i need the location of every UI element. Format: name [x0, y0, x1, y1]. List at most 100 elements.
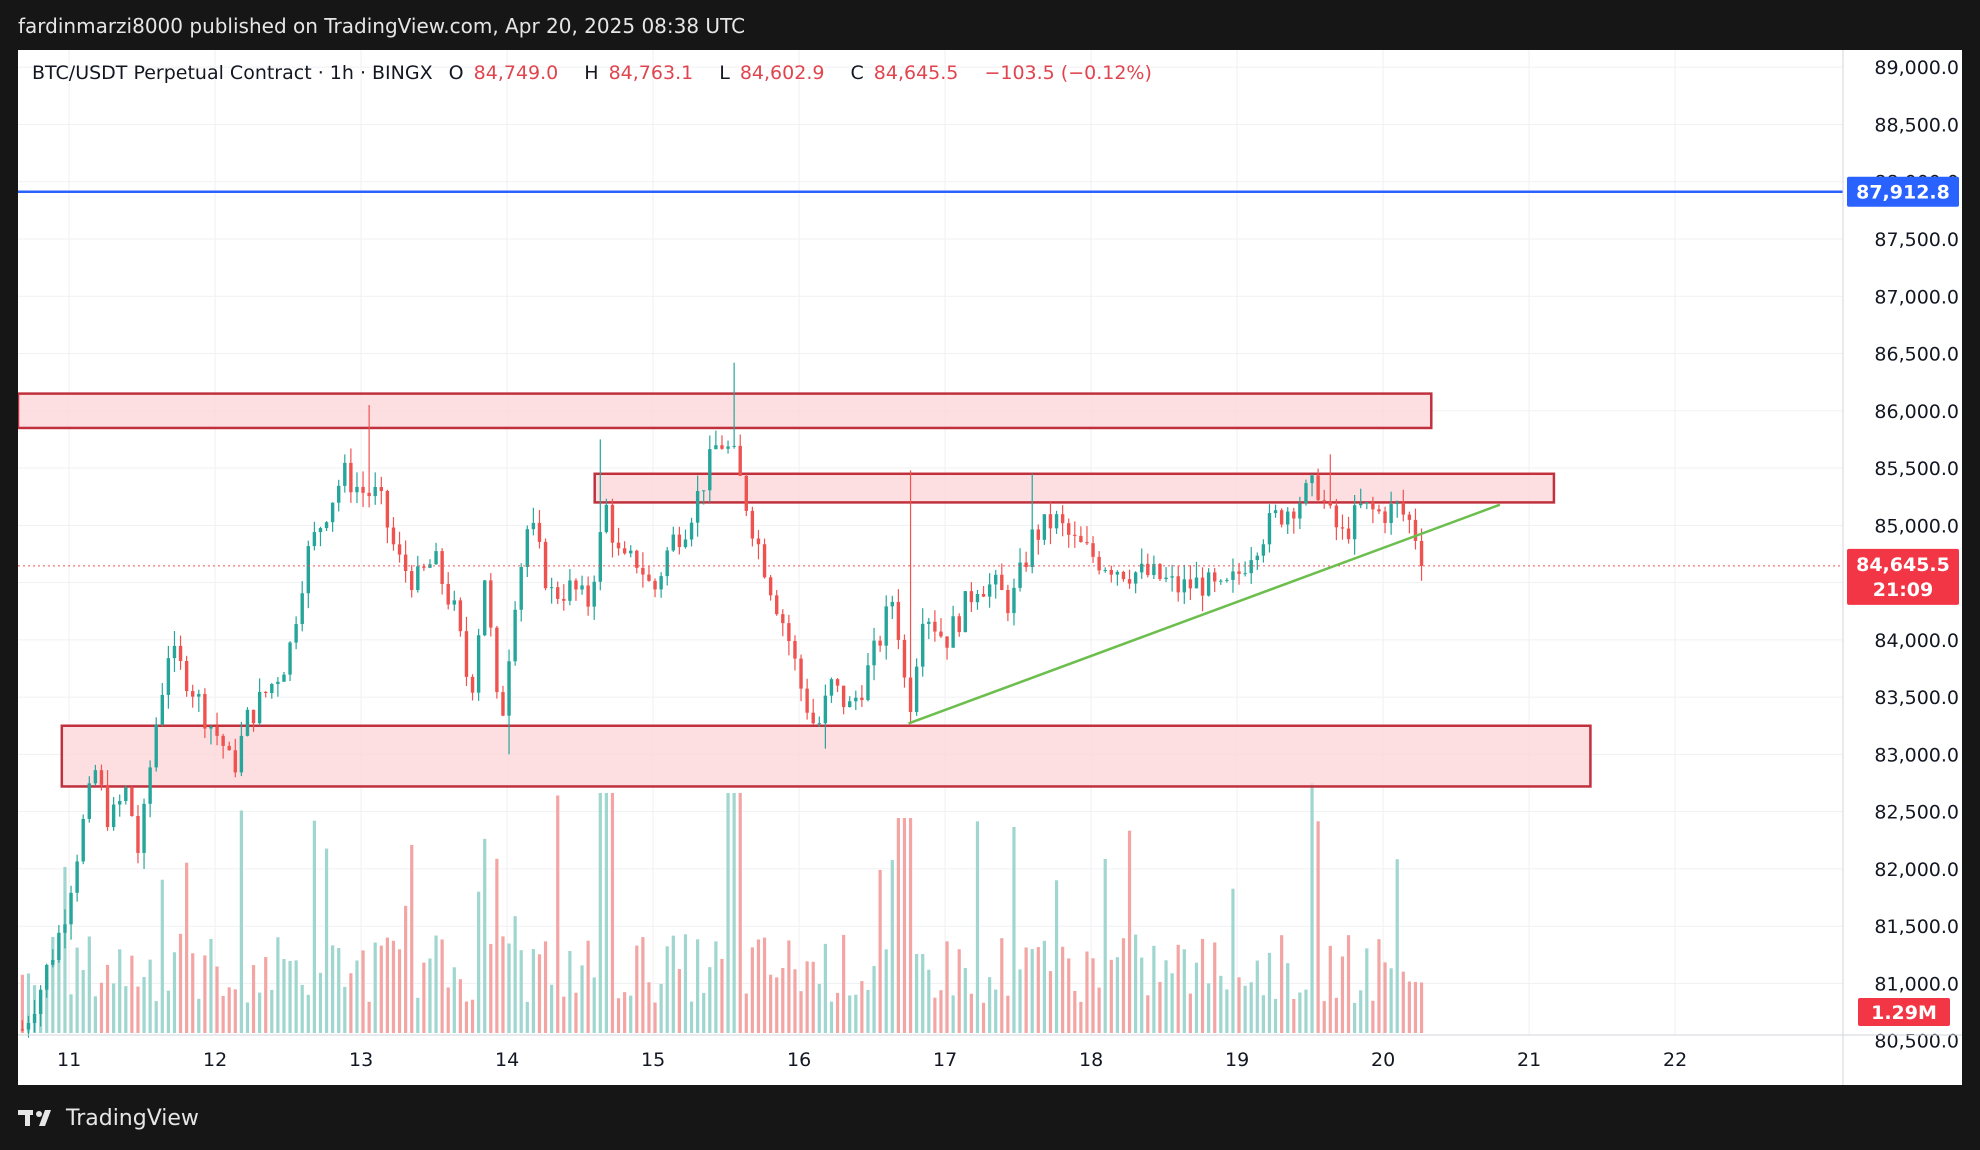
volume-bar — [483, 838, 487, 1033]
candle-body — [330, 502, 335, 523]
volume-bar — [1292, 998, 1296, 1033]
candle-body — [288, 642, 292, 675]
candle-body — [239, 735, 244, 773]
candle-body — [549, 587, 554, 589]
volume-bar — [531, 949, 535, 1033]
price-chart[interactable]: 89,000.088,500.088,000.087,500.087,000.0… — [18, 50, 1962, 1085]
volume-bar — [951, 995, 955, 1033]
candle-body — [525, 529, 529, 567]
candle-body — [750, 510, 755, 539]
volume-bar — [616, 998, 621, 1033]
volume-bar — [1134, 934, 1138, 1033]
volume-bar — [537, 954, 542, 1033]
price-tick-label: 88,500.0 — [1874, 114, 1959, 136]
volume-bar — [1176, 944, 1180, 1033]
time-tick-label: 14 — [495, 1049, 519, 1071]
volume-bar — [1152, 945, 1156, 1033]
volume-bar — [805, 961, 809, 1033]
volume-bar — [750, 947, 754, 1033]
volume-bar — [653, 1002, 657, 1033]
volume-bar — [708, 967, 712, 1033]
candle-body — [1200, 577, 1205, 596]
candle-body — [994, 574, 998, 585]
candle-body — [81, 818, 85, 862]
candle-body — [1340, 527, 1345, 529]
candle-body — [367, 492, 371, 497]
volume-bar — [1054, 880, 1059, 1033]
volume-bar — [81, 970, 85, 1033]
candle-body — [203, 693, 207, 729]
time-axis[interactable]: 11 12 13 14 15 16 17 18 19 20 21 22 — [18, 1034, 1962, 1071]
volume-bar — [324, 848, 329, 1033]
candle-body — [32, 1013, 37, 1023]
candle-body — [349, 462, 353, 493]
price-tick-label: 87,000.0 — [1874, 286, 1959, 308]
published-text: fardinmarzi8000 published on TradingView… — [18, 14, 746, 38]
candle-body — [817, 723, 821, 725]
candle-body — [1188, 579, 1193, 589]
candle-body — [1413, 519, 1418, 541]
volume-bar — [848, 995, 852, 1033]
volume-bar — [1243, 985, 1247, 1033]
time-tick-label: 19 — [1225, 1049, 1249, 1071]
candle-body — [178, 645, 183, 661]
candle-body — [641, 567, 645, 575]
volume-bar — [1365, 948, 1369, 1033]
volume-bar — [1237, 977, 1241, 1033]
candle-body — [1383, 511, 1387, 523]
volume-bar — [647, 982, 651, 1033]
candle-body — [38, 989, 43, 1014]
volume-bar — [635, 945, 639, 1033]
candle-body — [318, 528, 323, 533]
volume-bar — [939, 990, 943, 1033]
candle-body — [835, 679, 840, 686]
candle-body — [1377, 509, 1381, 512]
volume-bar — [1377, 939, 1381, 1033]
volume-bar — [933, 997, 937, 1033]
volume-bar — [434, 935, 438, 1033]
trend-line — [908, 503, 1501, 725]
volume-bar — [1280, 935, 1284, 1033]
candle-body — [689, 522, 694, 540]
candle-body — [1182, 579, 1186, 593]
volume-bar — [391, 940, 396, 1033]
candle-body — [1158, 564, 1162, 580]
volume-bar — [1401, 971, 1405, 1033]
volume-bar — [318, 972, 323, 1033]
volume-bar — [981, 1002, 986, 1033]
volume-bar — [148, 959, 152, 1033]
chart-panel[interactable]: 89,000.088,500.088,000.087,500.087,000.0… — [18, 50, 1962, 1085]
volume-bar — [458, 979, 462, 1033]
volume-bar — [580, 965, 584, 1033]
volume-bar — [446, 987, 450, 1033]
candle-body — [1328, 501, 1332, 506]
candle-body — [1286, 511, 1290, 525]
candle-body — [373, 487, 377, 497]
volume-bar — [1030, 948, 1034, 1033]
candle-body — [884, 606, 888, 646]
candle-body — [635, 550, 639, 568]
candle-body — [1395, 502, 1399, 505]
candle-body — [1060, 514, 1065, 524]
volume-bar — [501, 936, 505, 1033]
price-axis[interactable]: 89,000.088,500.088,000.087,500.087,000.0… — [1842, 50, 1959, 1085]
volume-bar — [1255, 960, 1259, 1033]
time-tick-label: 17 — [933, 1049, 957, 1071]
volume-bar — [20, 974, 24, 1033]
candle-body — [933, 621, 937, 632]
volume-bar — [233, 989, 237, 1033]
zones — [18, 392, 1592, 788]
candle-body — [653, 580, 657, 590]
volume-bar — [525, 1001, 529, 1033]
volume-bar — [762, 937, 767, 1033]
volume-bar — [1158, 981, 1162, 1033]
volume-bar — [93, 996, 97, 1033]
volume-bar — [507, 943, 511, 1033]
candle-body — [1255, 555, 1259, 561]
volume-bar — [1006, 995, 1010, 1033]
volume-bar — [945, 941, 949, 1033]
volume-bar — [209, 938, 213, 1033]
volume-bar — [957, 949, 961, 1033]
candle-body — [166, 658, 171, 695]
candle-body — [671, 534, 675, 551]
